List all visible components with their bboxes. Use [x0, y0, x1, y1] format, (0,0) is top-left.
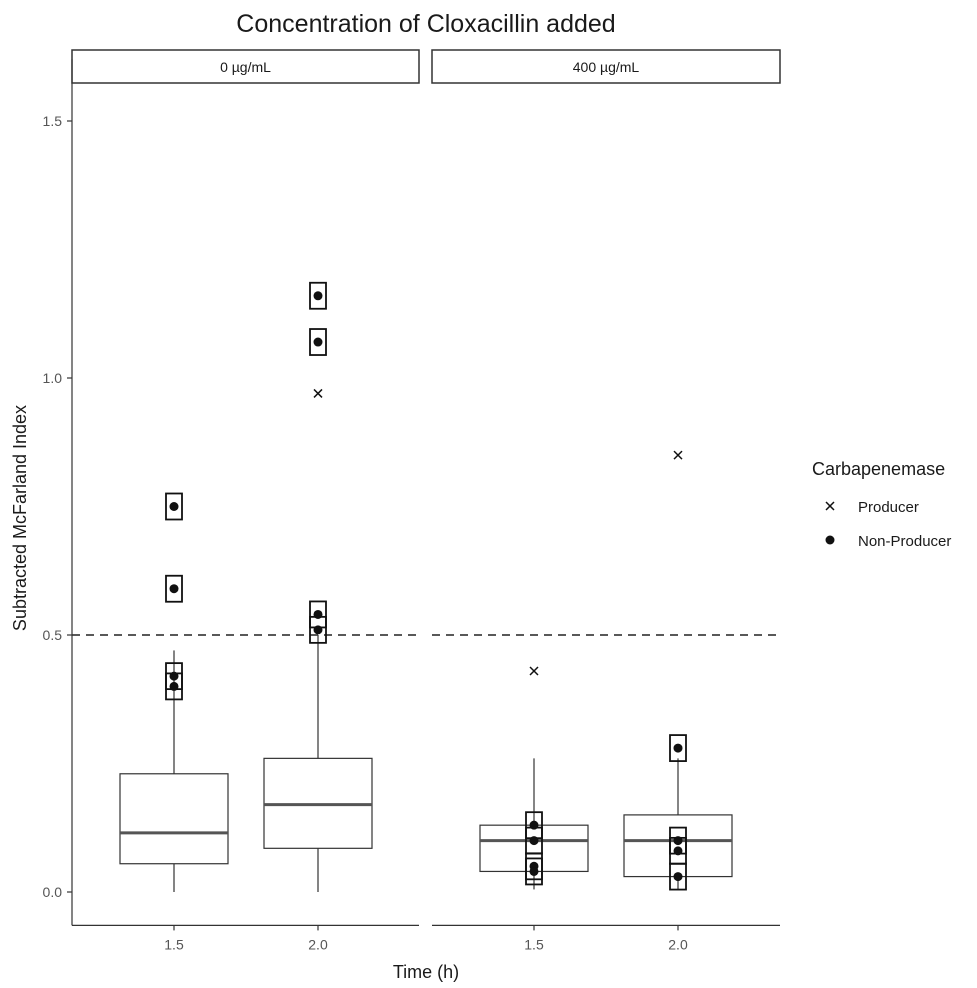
facet-strip-2	[431, 49, 781, 84]
highlight-box	[669, 862, 687, 891]
non-producer-point	[313, 337, 323, 347]
legend-cross-marker	[825, 501, 835, 511]
non-producer-point	[673, 872, 683, 882]
legend-label-non-producer: Non-Producer	[858, 533, 951, 550]
highlight-box	[309, 328, 327, 356]
producer-point	[529, 666, 539, 676]
box-group	[623, 450, 733, 891]
y-tick-label: 1.5	[43, 113, 63, 129]
cross-stroke	[673, 450, 683, 460]
y-tick-label: 1.0	[43, 370, 63, 386]
highlight-box	[309, 615, 327, 644]
non-producer-point	[169, 502, 179, 511]
legend-item-non-producer: Non-Producer	[825, 533, 951, 550]
highlight-box	[309, 281, 327, 310]
panel-1-plot-area: 1.5 2.0	[432, 450, 780, 952]
legend: Carbapenemase Producer Non-Producer	[812, 459, 951, 550]
non-producer-point	[169, 681, 179, 691]
highlight-box	[669, 734, 687, 762]
y-axis: 0.0 0.5 1.0 1.5	[43, 59, 73, 926]
legend-dot-marker	[825, 535, 835, 545]
panel-0-plot-area: 1.5 2.0	[72, 281, 419, 952]
x-tick-label: 1.5	[164, 936, 184, 952]
facet-panel-1: 0 µg/mL 1.5 2.0	[71, 49, 420, 952]
y-axis-title: Subtracted McFarland Index	[10, 405, 30, 631]
non-producer-point	[313, 291, 323, 301]
box-group	[479, 666, 589, 890]
non-producer-point	[529, 836, 539, 846]
y-tick-label: 0.0	[43, 884, 63, 900]
non-producer-point	[529, 866, 539, 876]
legend-item-producer: Producer	[825, 499, 919, 516]
highlight-box	[165, 574, 183, 603]
chart-title: Concentration of Cloxacillin added	[236, 10, 615, 38]
box-group	[119, 492, 229, 892]
non-producer-point	[673, 846, 683, 856]
non-producer-point	[169, 584, 179, 594]
box-iqr	[119, 773, 229, 865]
box-group	[263, 281, 373, 892]
facet-strip-label-1: 0 µg/mL	[220, 59, 271, 75]
y-tick-label: 0.5	[43, 627, 63, 643]
cross-stroke	[313, 388, 323, 398]
non-producer-point	[673, 743, 683, 753]
box-iqr	[623, 814, 733, 878]
x-axis-title: Time (h)	[393, 962, 459, 982]
legend-title: Carbapenemase	[812, 459, 945, 479]
x-tick-label: 2.0	[308, 936, 328, 952]
highlight-box	[165, 672, 183, 701]
highlight-box	[525, 857, 543, 886]
highlight-box	[165, 492, 183, 521]
producer-point	[673, 450, 683, 460]
facet-strip-label-2: 400 µg/mL	[573, 59, 640, 75]
producer-point	[313, 388, 323, 398]
non-producer-point	[313, 625, 323, 635]
legend-label-producer: Producer	[858, 499, 919, 516]
cross-stroke	[529, 666, 539, 676]
x-tick-label: 1.5	[524, 936, 544, 952]
facet-panel-2: 400 µg/mL 1.5 2.0	[431, 49, 781, 952]
x-tick-label: 2.0	[668, 936, 688, 952]
